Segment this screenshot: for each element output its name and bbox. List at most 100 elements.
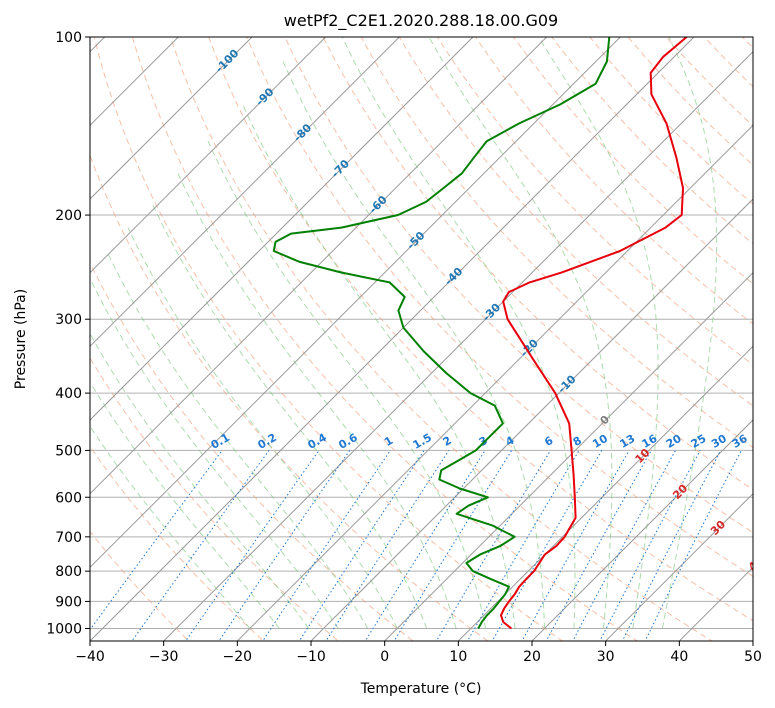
mixing-ratio-label: 1 bbox=[382, 434, 395, 449]
dry-adiabat bbox=[246, 37, 753, 577]
dry-adiabat bbox=[90, 261, 414, 641]
mixing-ratio-label: 6 bbox=[542, 434, 555, 449]
isotherm-label: -80 bbox=[291, 121, 314, 144]
mixing-ratio-label: 25 bbox=[689, 432, 709, 451]
y-tick-label: 900 bbox=[55, 594, 82, 610]
dry-adiabat bbox=[131, 37, 639, 641]
isotherm-label: 40 bbox=[746, 553, 766, 573]
x-axis-title: Temperature (°C) bbox=[360, 681, 482, 697]
dry-adiabat bbox=[90, 357, 340, 641]
chart-title: wetPf2_C2E1.2020.288.18.00.G09 bbox=[284, 11, 558, 31]
dry-adiabat bbox=[93, 37, 564, 641]
isotherm-line bbox=[90, 37, 695, 641]
moist-adiabat bbox=[90, 381, 280, 629]
moist-adiabat bbox=[341, 37, 576, 629]
isotherm-label: -100 bbox=[213, 47, 242, 76]
dry-adiabat bbox=[284, 37, 753, 534]
mixing-ratio-label: 30 bbox=[709, 432, 729, 451]
mixing-ratio-label: 20 bbox=[664, 432, 684, 451]
isotherm-label: 20 bbox=[670, 482, 690, 502]
y-tick-label: 600 bbox=[55, 490, 82, 506]
x-tick-label: −30 bbox=[149, 649, 179, 665]
moist-adiabat bbox=[151, 201, 428, 629]
isotherm-line bbox=[531, 419, 753, 641]
dry-adiabat bbox=[208, 37, 753, 622]
x-tick-label: −40 bbox=[75, 649, 105, 665]
dry-adiabat bbox=[398, 37, 753, 407]
isotherm-label: -40 bbox=[442, 265, 465, 288]
isotherm-line bbox=[90, 37, 622, 569]
dry-adiabat bbox=[360, 37, 753, 449]
moist-adiabat bbox=[90, 277, 339, 629]
y-tick-label: 500 bbox=[55, 443, 82, 459]
isotherm-label: 10 bbox=[633, 446, 653, 466]
isotherm-line bbox=[90, 37, 327, 274]
y-tick-label: 1000 bbox=[46, 621, 82, 637]
dry-adiabat bbox=[90, 154, 489, 641]
moist-adiabat bbox=[282, 61, 545, 629]
isotherm-line bbox=[678, 566, 753, 641]
moist-adiabat bbox=[661, 37, 718, 629]
mixing-ratio-label: 0.4 bbox=[306, 431, 330, 452]
mixing-ratio-line bbox=[621, 450, 722, 641]
isotherm-label: -10 bbox=[555, 372, 578, 395]
mixing-ratio-line bbox=[466, 450, 580, 641]
dry-adiabat bbox=[754, 10, 775, 653]
y-tick-label: 700 bbox=[55, 530, 82, 546]
y-axis-ticks: 1000 900 800 700 600 500 400 300 200 100 bbox=[46, 30, 90, 637]
moist-adiabat bbox=[127, 227, 398, 629]
mixing-ratio-line bbox=[131, 450, 270, 641]
dry-adiabat bbox=[741, 37, 753, 49]
mixing-ratio-line bbox=[325, 450, 450, 641]
isotherm-line bbox=[90, 37, 253, 200]
x-axis-ticks: −40 −30 −20 −10 0 10 20 30 40 50 bbox=[75, 641, 762, 665]
dry-adiabat bbox=[475, 37, 753, 325]
x-tick-label: 40 bbox=[670, 649, 688, 665]
dry-adiabat bbox=[170, 37, 713, 641]
isotherm-line bbox=[457, 345, 753, 641]
mixing-ratio-line bbox=[298, 450, 425, 641]
moist-adiabat bbox=[90, 425, 251, 629]
mixing-ratio-line bbox=[491, 450, 603, 641]
background-lines bbox=[0, 10, 775, 653]
dry-adiabat bbox=[322, 37, 753, 491]
mixing-ratio-label: 2 bbox=[441, 434, 454, 449]
isotherm-line bbox=[90, 37, 401, 348]
isotherm-line bbox=[0, 10, 58, 653]
isotherm-line bbox=[90, 37, 180, 127]
x-tick-label: 50 bbox=[744, 649, 762, 665]
y-tick-label: 400 bbox=[55, 386, 82, 402]
x-tick-label: 10 bbox=[449, 649, 467, 665]
mixing-ratio-line bbox=[218, 450, 351, 641]
dry-adiabat bbox=[589, 37, 753, 205]
temperature-profile-line bbox=[500, 37, 688, 630]
profile-series bbox=[272, 37, 688, 630]
mixing-ratio-line bbox=[185, 450, 320, 641]
moist-adiabat bbox=[242, 104, 516, 629]
isotherm-line bbox=[752, 640, 753, 641]
mixing-ratio-line bbox=[262, 450, 391, 641]
isotherm-line bbox=[236, 124, 753, 641]
x-tick-label: −10 bbox=[296, 649, 326, 665]
mixing-ratio-label: 10 bbox=[590, 432, 610, 451]
isoline-labels: 0.1 0.2 0.4 0.6 1 1.5 2 3 4 6 8 10 13 16 20 25 30 36-100-… bbox=[209, 47, 766, 574]
mixing-ratio-label: 1.5 bbox=[411, 431, 434, 452]
dry-adiabat bbox=[513, 37, 753, 285]
moist-adiabat bbox=[538, 37, 659, 629]
isotherm-line bbox=[310, 198, 753, 641]
moist-adiabat bbox=[177, 173, 457, 629]
moist-adiabat bbox=[207, 140, 487, 629]
isotherm-line bbox=[90, 37, 474, 421]
mixing-ratio-line bbox=[435, 450, 552, 641]
mixing-ratio-label: 0.1 bbox=[209, 431, 232, 452]
dry-adiabat bbox=[90, 445, 265, 641]
y-axis-title: Pressure (hPa) bbox=[13, 289, 29, 389]
dewpoint-profile-line bbox=[272, 37, 611, 629]
y-tick-label: 100 bbox=[55, 30, 82, 46]
dry-adiabat bbox=[436, 37, 753, 366]
mixing-ratio-line bbox=[545, 450, 652, 641]
mixing-ratio-line bbox=[393, 450, 513, 641]
isotherm-line bbox=[604, 492, 753, 641]
mixing-ratio-line bbox=[521, 450, 630, 641]
